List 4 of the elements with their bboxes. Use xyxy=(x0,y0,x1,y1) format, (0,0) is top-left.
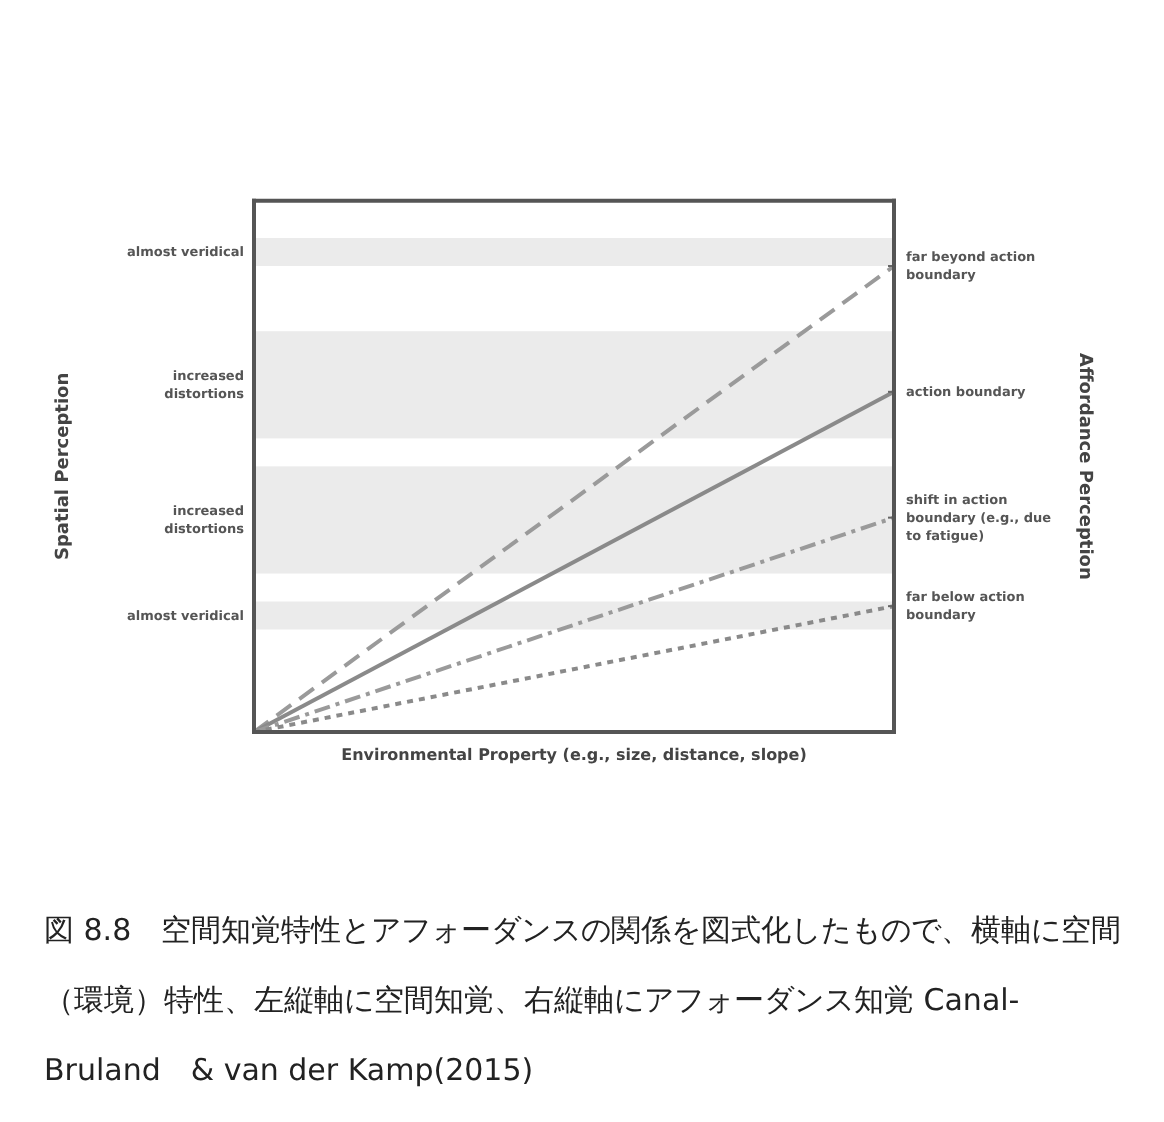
y-axis-title: Spatial Perception xyxy=(54,372,74,561)
y2-axis-title: Affordance Perception xyxy=(1074,353,1094,580)
x-axis-title: Environmental Property (e.g., size, distance, slope) xyxy=(341,746,807,764)
caption: 図 8.8 空間知覚特性とアフォーダンスの関係を図式化したもので、横軸に空間（環境）特性、左縦軸に空間知覚、右縦軸にアフォーダンス知覚 Canal-Bruland & van der Kamp(2015) xyxy=(44,910,1124,1092)
